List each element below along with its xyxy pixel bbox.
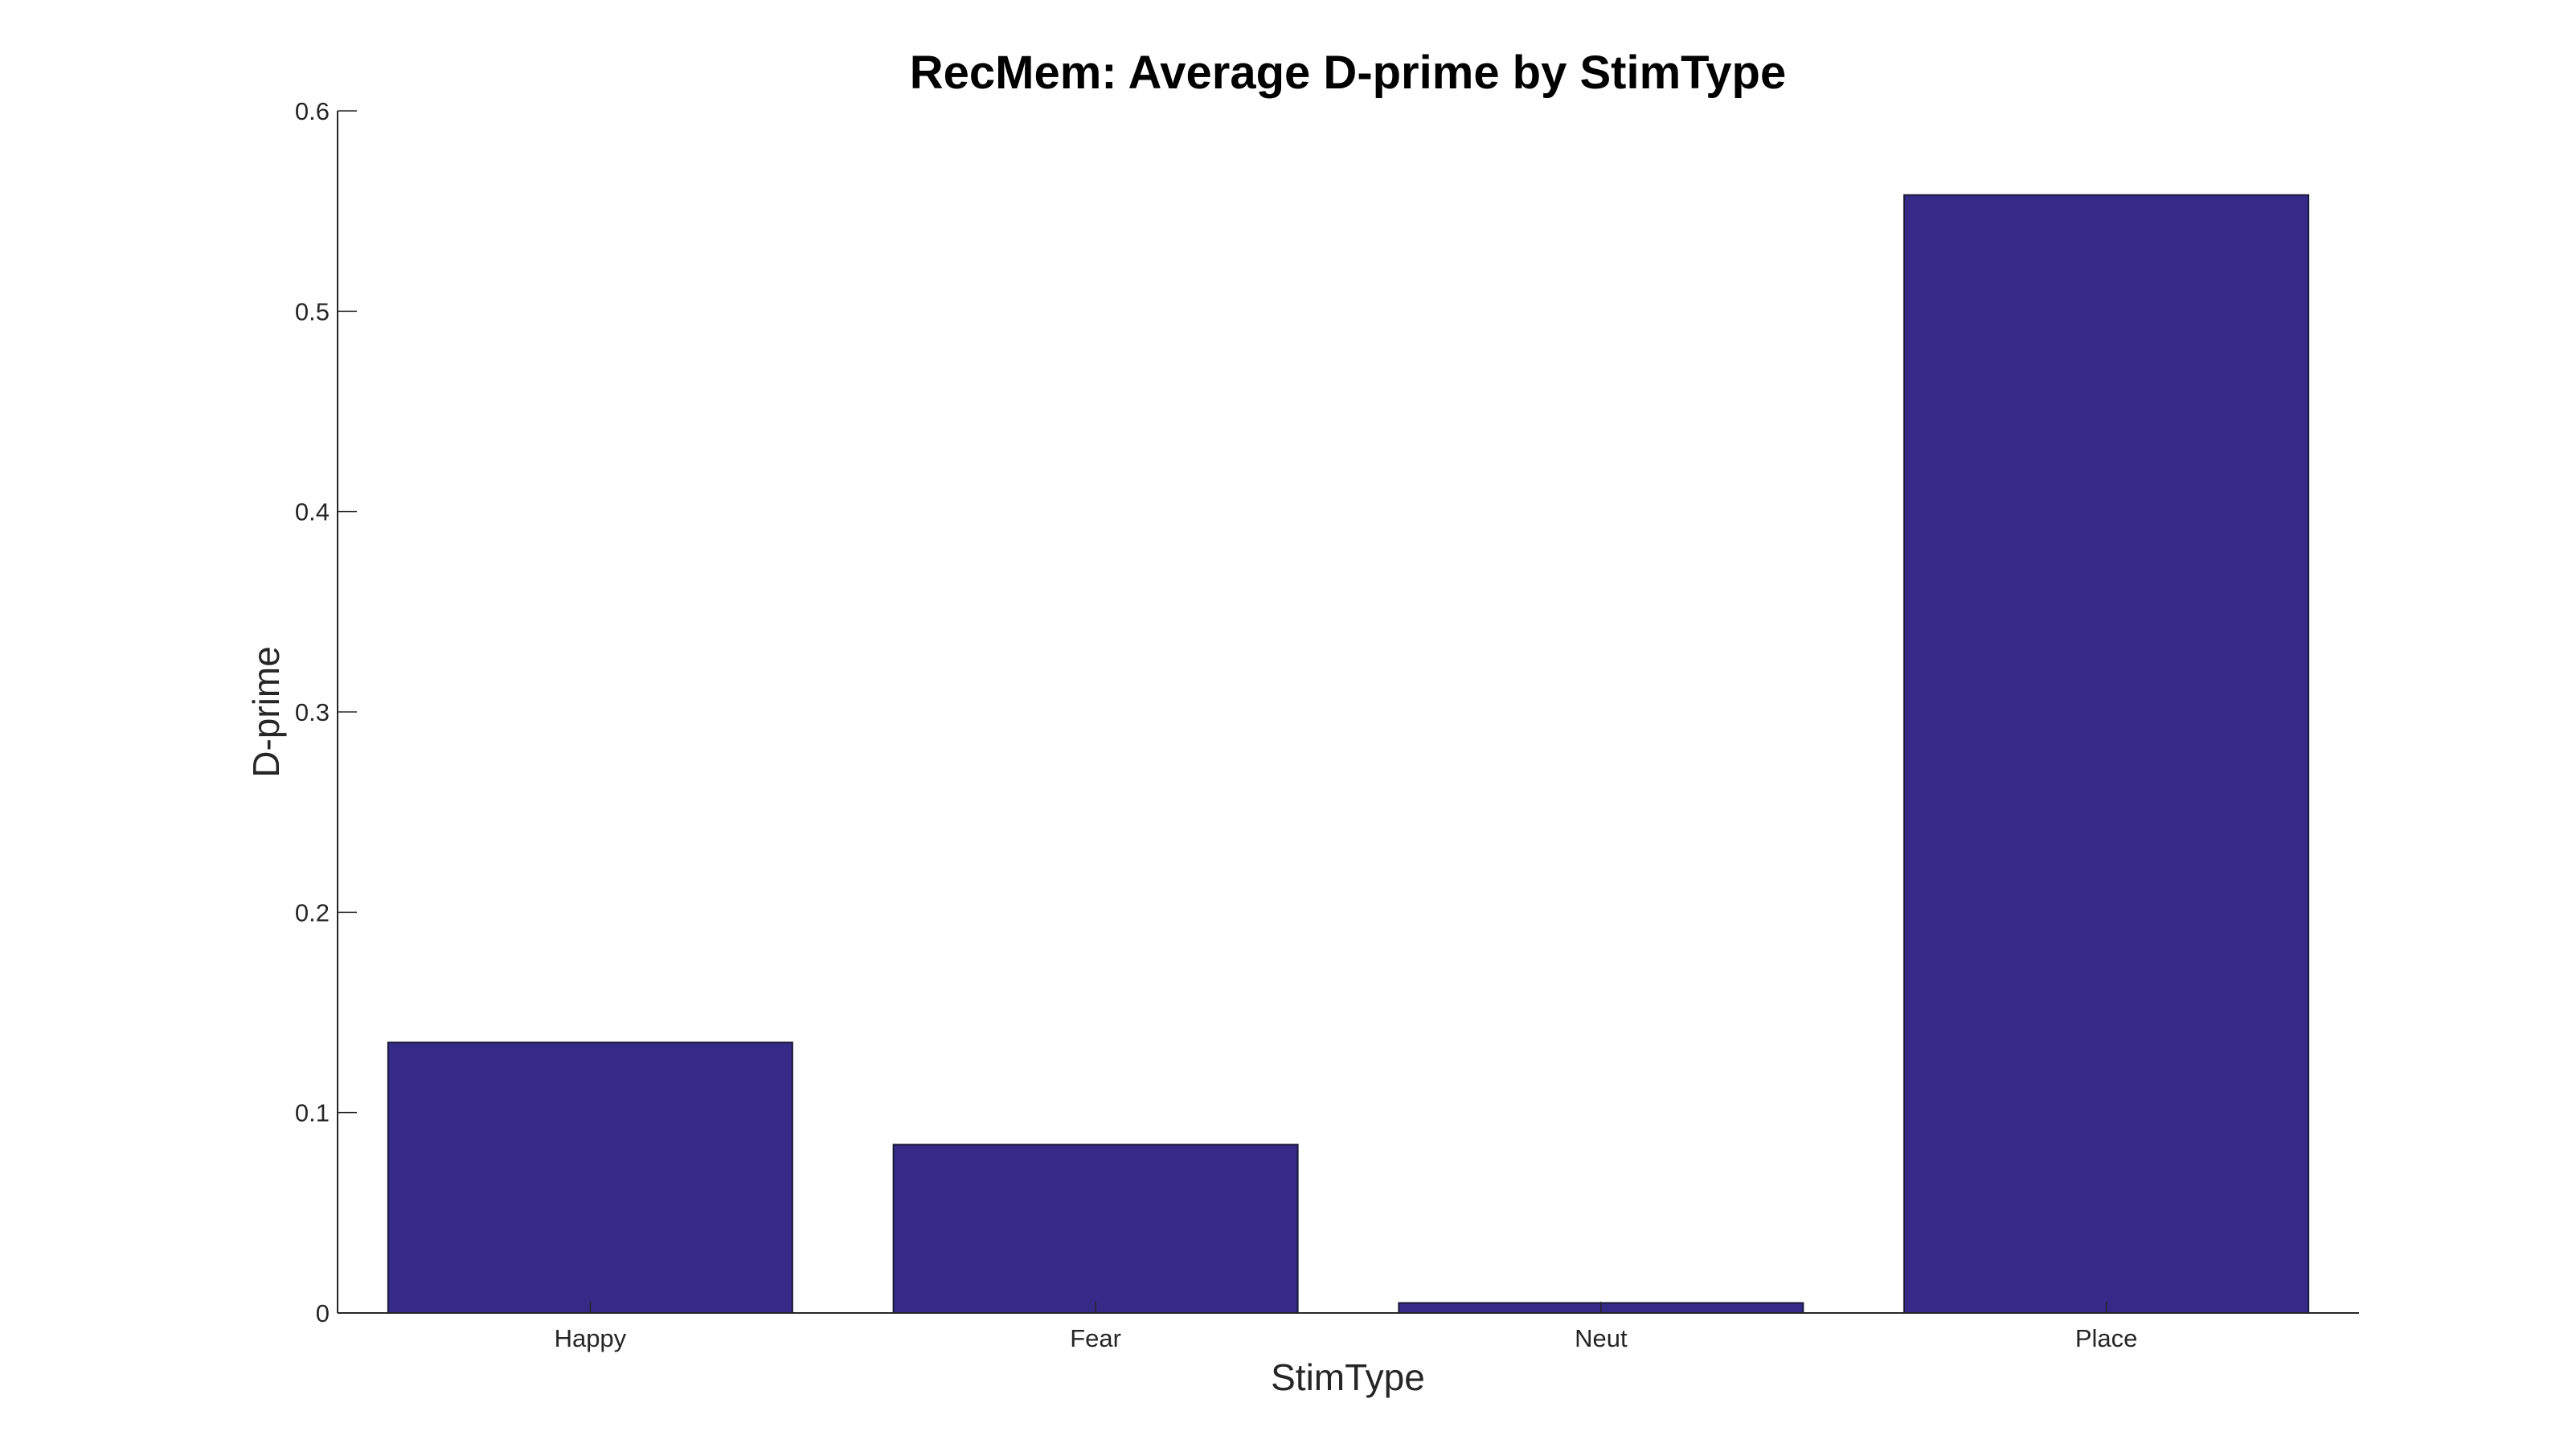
bar-place (1903, 194, 2310, 1315)
y-axis-label: D-prime (245, 646, 287, 778)
x-tick-label: Place (2075, 1324, 2138, 1352)
bars-group (387, 194, 2310, 1315)
y-tick-label: 0.6 (295, 97, 330, 125)
x-tick-label: Happy (555, 1324, 627, 1352)
x-tick-label: Fear (1070, 1324, 1121, 1352)
y-ticks-group: 0 0.1 0.2 0.3 0.4 0.5 0.6 (295, 97, 357, 1327)
y-tick-label: 0.2 (295, 898, 330, 926)
y-tick-label: 0.4 (295, 498, 330, 526)
x-axis-label: StimType (1271, 1356, 1425, 1398)
y-tick-label: 0.1 (295, 1099, 330, 1127)
y-tick-label: 0.5 (295, 297, 330, 325)
y-tick-label: 0.3 (295, 698, 330, 726)
bar-happy (387, 1041, 793, 1315)
bar-fear (892, 1143, 1299, 1315)
chart-title: RecMem: Average D-prime by StimType (910, 47, 1787, 99)
x-tick-label: Neut (1575, 1324, 1628, 1352)
x-ticks-group: Happy Fear Neut Place (555, 1302, 2138, 1352)
y-tick-label: 0 (316, 1299, 330, 1327)
